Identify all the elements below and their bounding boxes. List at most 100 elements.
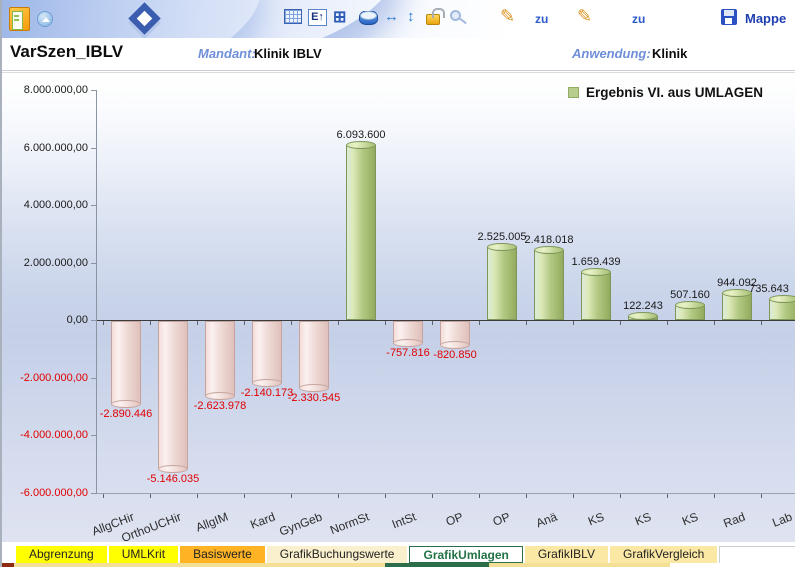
tab-umlkrit[interactable]: UMLKrit <box>108 546 179 563</box>
bar-cap <box>252 378 282 387</box>
y-tick-mark <box>91 205 97 206</box>
y-tick-label: -4.000.000,00 <box>20 429 88 441</box>
bar-OrthoUCHir <box>158 321 188 473</box>
y-tick-mark <box>91 320 97 321</box>
category-tick-mark <box>291 494 292 498</box>
pencil-icon[interactable]: ✎ <box>500 6 516 26</box>
tab-grafikbuchungswerte[interactable]: GrafikBuchungswerte <box>266 546 408 563</box>
bar-cap <box>393 338 423 347</box>
value-label: 2.525.005 <box>477 231 527 244</box>
category-tick-mark <box>761 494 762 498</box>
bar-KS <box>628 312 658 321</box>
horizontal-arrows-icon[interactable]: ↔ <box>384 8 399 25</box>
category-tick-mark <box>150 494 151 498</box>
category-tick-mark <box>103 321 104 325</box>
bar-cap <box>299 384 329 392</box>
mappe-button[interactable]: Mappe <box>745 11 787 26</box>
bar-cap <box>346 140 376 149</box>
tab-grafikiblv[interactable]: GrafikIBLV <box>524 546 608 563</box>
category-tick-mark <box>573 494 574 498</box>
anwendung-value: Klinik <box>652 46 688 61</box>
bar-cap <box>111 400 141 409</box>
zu-link-2[interactable]: zu <box>632 12 646 26</box>
category-tick-mark <box>432 321 433 325</box>
bar-KS <box>675 301 705 320</box>
tab-bottom-strip <box>2 563 795 567</box>
y-tick-label: 6.000.000,00 <box>23 141 88 154</box>
pivot-structure-icon[interactable]: ⊞ <box>333 9 347 26</box>
mandant-label: Mandant: <box>198 46 256 61</box>
value-label: 507.160 <box>670 289 710 302</box>
strip-active-segment <box>385 563 489 567</box>
search-icon[interactable] <box>450 10 461 21</box>
database-drum-icon[interactable] <box>359 11 378 25</box>
category-tick-mark <box>761 321 762 325</box>
app-folder-icon <box>9 7 30 31</box>
save-disk-icon[interactable] <box>721 9 737 25</box>
legend-swatch-icon <box>568 87 579 98</box>
tab-abgrenzung[interactable]: Abgrenzung <box>16 546 107 563</box>
y-tick-label: 0,00 <box>66 314 88 326</box>
category-tick-mark <box>620 321 621 325</box>
bar-AllgCHir <box>111 321 141 409</box>
value-label: -757.816 <box>386 346 430 359</box>
value-label: 6.093.600 <box>336 128 386 141</box>
value-label: -2.890.446 <box>99 408 153 421</box>
header-separator <box>2 70 795 71</box>
bar-cap <box>205 392 235 401</box>
column-e-up-icon[interactable]: E↑ <box>308 9 327 26</box>
strip-end-segment <box>670 563 795 567</box>
value-label: -2.330.545 <box>287 392 341 404</box>
value-label: 735.643 <box>749 282 789 295</box>
value-label: -2.623.978 <box>193 400 247 413</box>
tab-grafikvergleich[interactable]: GrafikVergleich <box>609 546 718 563</box>
mandant-value: Klinik IBLV <box>254 46 322 61</box>
category-tick-mark <box>244 321 245 325</box>
value-label: 1.659.439 <box>571 256 621 269</box>
y-tick-mark <box>91 90 97 91</box>
y-axis-line <box>96 90 97 494</box>
tab-grafikumlagen[interactable]: GrafikUmlagen <box>409 546 523 563</box>
page-title: VarSzen_IBLV <box>10 42 124 61</box>
y-tick-mark <box>91 377 97 379</box>
category-tick-mark <box>432 494 433 498</box>
tab-basiswerte[interactable]: Basiswerte <box>180 546 265 563</box>
header-row: VarSzen_IBLV Mandant: Klinik IBLV Anwend… <box>2 38 795 71</box>
category-tick-mark <box>479 494 480 498</box>
bar-Lab <box>769 294 795 320</box>
circle-up-button-icon[interactable] <box>37 11 53 27</box>
bar-Kard <box>252 321 282 387</box>
y-tick-label: -2.000.000,00 <box>20 371 88 384</box>
category-tick-mark <box>338 494 339 498</box>
category-tick-mark <box>150 321 151 325</box>
value-label: -2.140.173 <box>240 386 294 399</box>
bar-cap <box>581 268 611 277</box>
category-tick-mark <box>714 494 715 498</box>
value-label: 122.243 <box>623 300 663 313</box>
value-label: 2.418.018 <box>524 234 574 247</box>
table-grid-icon[interactable] <box>284 9 302 24</box>
legend-label: Ergebnis VI. aus UMLAGEN <box>586 85 764 100</box>
bar-OP <box>440 321 470 349</box>
vertical-arrows-icon[interactable]: ↕ <box>407 8 415 25</box>
zu-link-1[interactable]: zu <box>535 12 549 26</box>
category-tick-mark <box>667 321 668 325</box>
category-tick-mark <box>103 494 104 498</box>
category-tick-mark <box>338 321 339 325</box>
pencil-icon-2[interactable]: ✎ <box>577 6 593 26</box>
y-tick-mark <box>91 435 97 436</box>
chart-panel: Ergebnis VI. aus UMLAGEN 8.000.000,00 6.0… <box>2 72 795 542</box>
value-label: -820.850 <box>433 348 477 361</box>
unlock-icon[interactable] <box>426 8 445 25</box>
chart-legend: Ergebnis VI. aus UMLAGEN <box>568 85 763 100</box>
y-tick-label: -6.000.000,00 <box>20 486 88 499</box>
category-tick-mark <box>479 321 480 325</box>
bar-NormSt <box>346 140 376 320</box>
y-tick-mark <box>91 492 97 494</box>
y-tick-label: 4.000.000,00 <box>23 199 88 211</box>
strip-left-notch <box>2 563 14 567</box>
category-tick-mark <box>244 494 245 498</box>
category-tick-mark <box>291 321 292 325</box>
category-tick-mark <box>385 494 386 498</box>
